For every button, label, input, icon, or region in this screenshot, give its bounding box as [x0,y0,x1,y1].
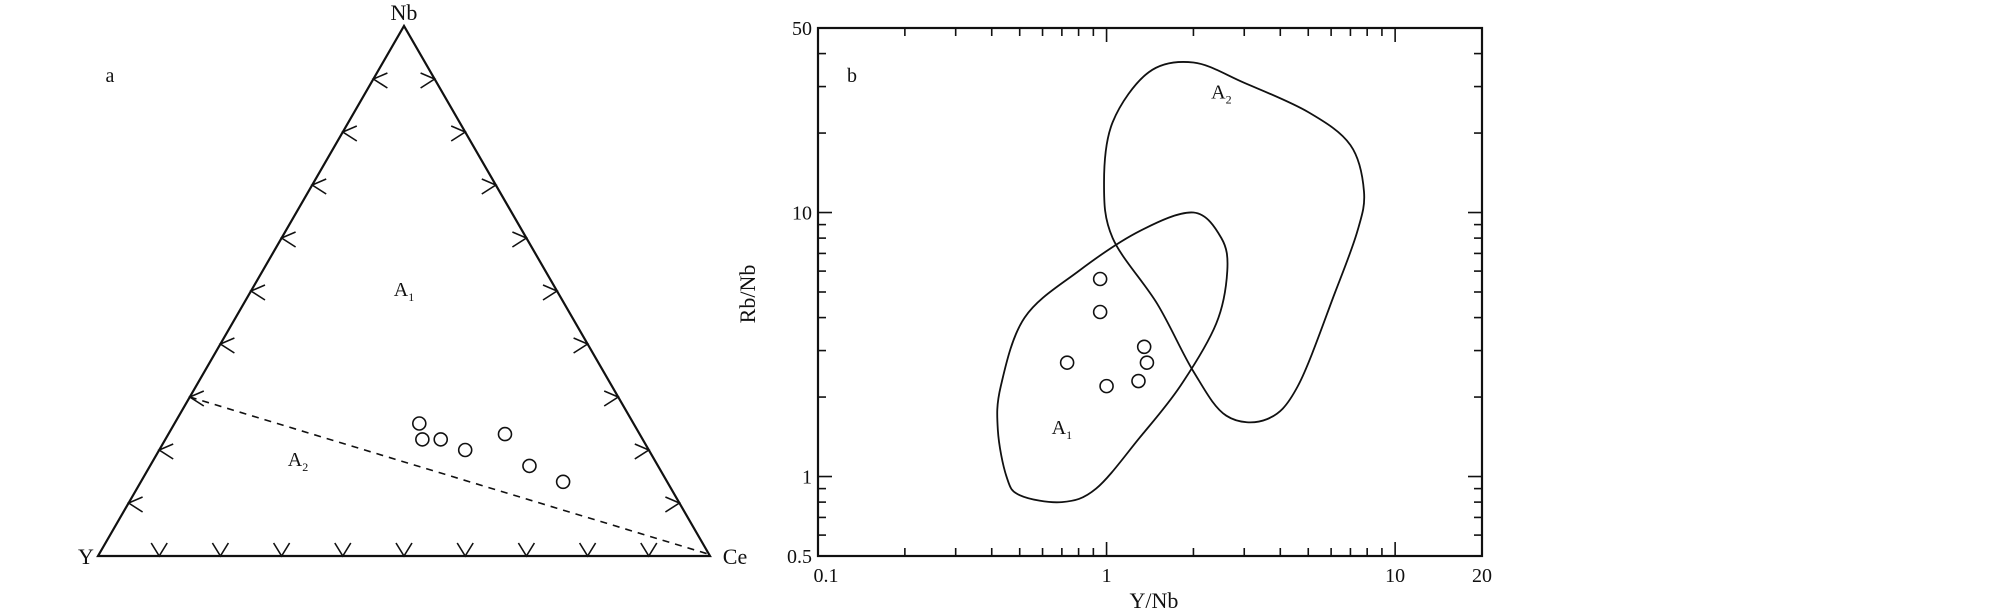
y-tick-label: 0.5 [787,546,812,568]
y-tick-label: 50 [792,18,812,40]
data-point [1139,355,1155,370]
ternary-diagram: Nb Y Ce a A1 A2 [78,0,747,569]
a1-a2-boundary-line [189,396,709,555]
field-label-a1: A1 [1052,417,1072,442]
field-a2-outline [1103,60,1366,424]
x-tick-label: 10 [1385,565,1405,587]
right-edge-tick [603,390,620,407]
bottom-edge-tick [395,542,413,558]
panel-label-b: b [847,65,857,87]
x-axis-title: Y/Nb [1130,588,1179,613]
panel-label-a: a [106,65,115,87]
left-edge-tick [218,337,235,354]
data-point [1099,378,1114,394]
data-point [1131,373,1146,389]
field-label-a2: A2 [1211,82,1231,107]
left-edge-tick [126,496,144,513]
bottom-edge-tick [211,542,230,558]
data-point [1136,339,1152,355]
right-edge-tick [481,178,498,195]
right-edge-tick [450,125,467,142]
left-edge-tick [310,178,327,195]
data-point [1059,355,1075,370]
left-edge-tick [249,284,266,301]
data-point [522,458,537,474]
y-tick-label: 1 [802,467,812,489]
vertex-label-ce: Ce [723,544,747,569]
data-point [555,474,571,490]
data-point [415,432,430,447]
y-tick-label: 10 [792,203,812,225]
vertex-label-y: Y [78,544,94,569]
right-edge-tick [634,443,651,460]
data-point [411,416,427,431]
left-edge-tick [341,125,358,142]
left-edge-tick [157,443,174,460]
x-tick-label: 20 [1472,565,1492,587]
right-edge-tick [542,284,559,301]
bottom-edge-tick [456,542,474,558]
log-log-diagram: 0.1 1 10 20 0.5 1 10 50 Y/Nb Rb/Nb b A1 A2 [735,18,1492,613]
bottom-edge-tick [334,542,352,558]
y-axis-title: Rb/Nb [735,265,760,324]
field-label-a1: A1 [394,279,414,304]
bottom-edge-tick [272,542,291,558]
right-edge-tick [664,496,682,513]
x-tick-label: 0.1 [814,565,839,587]
right-edge-tick [420,72,437,89]
data-point [433,432,449,447]
left-edge-tick [279,231,297,248]
data-point [1092,304,1108,320]
bottom-edge-tick [578,542,597,558]
data-point [457,442,473,458]
x-tick-label: 1 [1102,565,1112,587]
right-edge-tick [511,231,529,248]
field-label-a2: A2 [288,449,308,474]
bottom-edge-tick [517,542,536,558]
data-point [497,426,513,442]
bottom-edge-tick [640,542,658,558]
left-edge-tick [371,72,388,89]
field-a1-outline [996,211,1229,504]
data-point [1092,271,1108,287]
right-edge-tick [573,337,590,354]
bottom-edge-tick [150,542,168,558]
vertex-label-nb: Nb [391,0,418,25]
